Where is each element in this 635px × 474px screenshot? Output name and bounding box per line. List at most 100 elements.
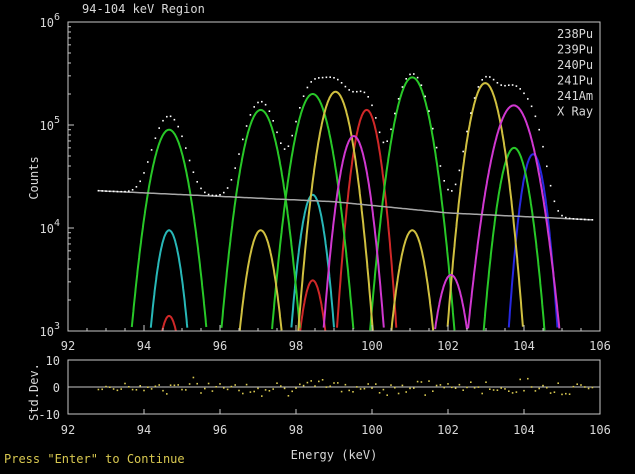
residual-point: [226, 388, 229, 391]
residual-point: [283, 387, 286, 390]
residual-point: [462, 389, 464, 391]
residual-point: [291, 390, 293, 393]
data-point: [162, 119, 164, 122]
data-point: [207, 193, 210, 196]
residual-point: [492, 389, 495, 391]
data-point: [508, 84, 510, 86]
residual-point: [200, 392, 202, 394]
residual-point: [584, 386, 586, 388]
data-point: [367, 96, 369, 98]
x-tick-label: 92: [61, 339, 75, 353]
data-point: [511, 84, 514, 86]
data-point: [397, 98, 400, 100]
data-point: [124, 190, 126, 193]
curve-241am-peak-2: [297, 90, 374, 331]
data-point: [416, 76, 419, 79]
data-point: [253, 106, 255, 108]
residual-point: [504, 388, 506, 390]
data-point: [219, 194, 221, 196]
residual-point: [340, 390, 343, 393]
residual-x-tick-label: 94: [137, 423, 151, 437]
data-point: [310, 81, 312, 83]
residual-point: [215, 386, 217, 388]
residual-point: [489, 388, 491, 390]
x-tick-label: 104: [513, 339, 535, 353]
residual-point: [116, 389, 119, 392]
data-point: [188, 159, 191, 162]
data-point: [382, 141, 385, 144]
data-point: [173, 118, 176, 121]
residual-point: [359, 388, 362, 390]
curve-238pu-peak-3: [336, 108, 398, 328]
data-point: [371, 104, 373, 107]
data-point: [439, 165, 442, 167]
residual-point: [276, 382, 278, 384]
curve-240pu-peak-1: [507, 153, 559, 328]
residual-point: [553, 391, 556, 393]
data-point: [409, 73, 411, 76]
data-point: [234, 167, 236, 169]
data-point: [287, 145, 290, 147]
y-tick-label: 105: [40, 115, 60, 133]
data-point: [166, 115, 168, 118]
data-point: [428, 110, 430, 112]
residual-point: [511, 392, 514, 394]
data-point: [177, 125, 179, 128]
residual-point: [158, 384, 160, 386]
residual-y-tick-label: 10: [46, 354, 60, 368]
residual-point: [451, 386, 453, 389]
data-point: [424, 95, 426, 98]
curve-241pu-peak-5: [482, 146, 546, 331]
residual-point: [188, 383, 191, 385]
residual-point: [424, 394, 426, 396]
background-curve: [98, 189, 593, 221]
y-axis-label: Counts: [27, 156, 41, 199]
curve-241pu-peak-4: [369, 76, 456, 331]
legend-entry: 241Pu: [557, 74, 593, 88]
residual-point: [534, 390, 537, 392]
data-point: [576, 218, 578, 220]
residual-point: [382, 388, 385, 391]
residual-point: [496, 389, 499, 391]
residual-point: [105, 385, 107, 388]
legend-entry: 238Pu: [557, 27, 593, 41]
data-point: [386, 140, 388, 142]
data-point: [496, 82, 499, 84]
data-point: [264, 103, 267, 106]
data-point: [333, 77, 335, 79]
residual-point: [234, 384, 236, 386]
data-point: [462, 150, 464, 153]
data-point: [204, 191, 206, 194]
data-point: [549, 184, 552, 187]
data-point: [340, 82, 343, 84]
x-tick-label: 102: [437, 339, 459, 353]
data-point: [530, 105, 533, 108]
residual-point: [587, 387, 590, 390]
residual-point: [523, 389, 525, 392]
data-point: [591, 219, 594, 221]
data-point: [139, 180, 141, 183]
data-point: [109, 190, 111, 193]
residual-point: [272, 388, 274, 390]
residual-point: [416, 380, 419, 383]
data-point: [492, 78, 495, 81]
residual-point: [253, 390, 255, 393]
residual-point: [219, 383, 221, 385]
residual-point: [397, 392, 400, 395]
data-point: [523, 92, 525, 95]
data-point: [447, 188, 449, 191]
data-point: [314, 78, 316, 80]
residual-point: [549, 392, 552, 394]
measured-data-points: [97, 73, 594, 221]
data-point: [344, 85, 347, 88]
residual-point: [508, 390, 510, 392]
residual-point: [591, 386, 594, 389]
residual-point: [409, 387, 411, 390]
data-point: [587, 218, 590, 221]
data-point: [504, 84, 506, 87]
curve-x-ray-peak-1: [322, 135, 385, 328]
data-point: [561, 214, 563, 217]
residual-point: [181, 388, 183, 391]
residual-point: [527, 377, 529, 380]
